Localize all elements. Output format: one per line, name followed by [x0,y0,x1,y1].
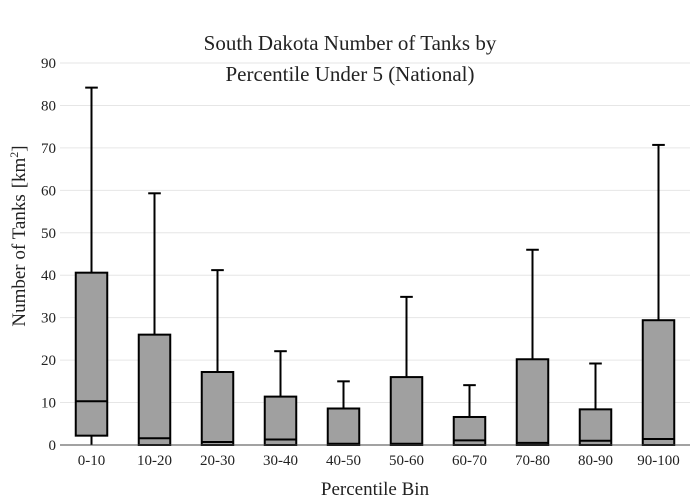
chart-title-line-1: South Dakota Number of Tanks by [204,31,497,55]
x-tick-label: 30-40 [263,453,298,469]
y-tick-label: 60 [41,183,56,199]
box-60-70 [452,384,487,446]
y-tick-label: 40 [41,268,56,284]
x-tick-label: 80-90 [578,453,613,469]
box-80-90 [578,362,613,447]
box-50-60 [389,295,424,447]
y-axis-unit-sup: 2 [7,152,21,158]
box-iqr [326,407,361,446]
box-iqr [200,370,235,446]
x-tick-label: 60-70 [452,453,487,469]
box-iqr [641,319,676,447]
y-axis-unit-base: [km [9,157,30,188]
y-tick-label: 80 [41,98,56,114]
box-iqr [263,395,298,447]
y-tick-label: 50 [41,226,56,242]
box-iqr [74,271,109,437]
x-tick-label: 50-60 [389,453,424,469]
boxes [74,86,676,447]
x-tick-label: 40-50 [326,453,361,469]
y-tick-label: 10 [41,396,56,412]
y-axis-unit-end: ] [9,145,30,151]
x-tick-label: 90-100 [637,453,680,469]
x-axis-ticks: 0-10 10-20 20-30 30-40 40-50 50-60 60-70 70-80 8… [78,453,680,469]
y-axis-ticks: 0 10 20 30 40 50 60 70 80 90 [41,56,56,454]
y-tick-label: 30 [41,311,56,327]
box-iqr [389,376,424,447]
y-tick-label: 90 [41,56,56,72]
box-iqr [515,358,550,446]
x-tick-label: 10-20 [137,453,172,469]
box-10-20 [137,192,172,446]
x-tick-label: 70-80 [515,453,550,469]
box-30-40 [263,350,298,447]
box-90-100 [641,143,676,447]
box-40-50 [326,380,361,446]
chart-title-line-2: Percentile Under 5 (National) [226,62,475,86]
y-tick-label: 70 [41,141,56,157]
box-20-30 [200,269,235,446]
y-tick-label: 20 [41,353,56,369]
x-tick-label: 20-30 [200,453,235,469]
y-axis-title: Number of Tanks [km2] [7,145,30,326]
y-tick-label: 0 [49,438,57,454]
box-0-10 [74,86,109,445]
chart-title: South Dakota Number of Tanks by Percenti… [204,31,497,86]
box-iqr [578,408,613,447]
box-iqr [137,333,172,446]
box-70-80 [515,248,550,446]
y-axis-title-text: Number of Tanks [9,194,30,326]
x-axis-title: Percentile Bin [321,479,430,500]
x-tick-label: 0-10 [78,453,106,469]
